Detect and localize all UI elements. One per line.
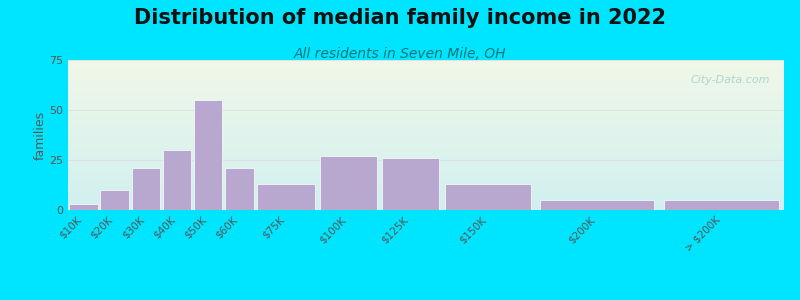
Text: Distribution of median family income in 2022: Distribution of median family income in … — [134, 8, 666, 28]
Bar — [665, 200, 779, 210]
Bar — [446, 184, 531, 210]
Bar — [258, 184, 314, 210]
Y-axis label: families: families — [34, 110, 46, 160]
Bar — [131, 168, 160, 210]
Bar — [162, 150, 191, 210]
Bar — [70, 204, 98, 210]
Text: All residents in Seven Mile, OH: All residents in Seven Mile, OH — [294, 46, 506, 61]
Bar — [194, 100, 222, 210]
Bar — [319, 156, 377, 210]
Bar — [225, 168, 254, 210]
Text: City-Data.com: City-Data.com — [690, 75, 770, 85]
Bar — [100, 190, 129, 210]
Bar — [382, 158, 439, 210]
Bar — [540, 200, 654, 210]
